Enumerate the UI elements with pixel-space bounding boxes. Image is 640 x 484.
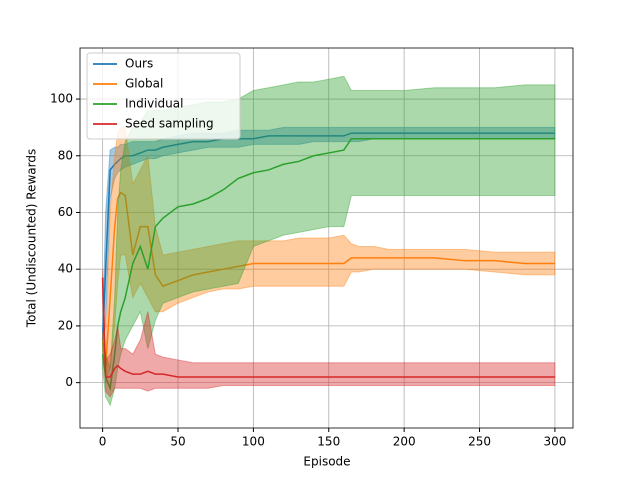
plot-frame: [79, 47, 574, 429]
legend-label: Individual: [125, 97, 183, 111]
y-tick-label: 100: [50, 92, 73, 106]
plot-area: [101, 75, 556, 407]
x-tick-label: 300: [543, 435, 566, 449]
y-tick-label: 80: [58, 148, 73, 162]
series-line: [101, 191, 555, 369]
series-line: [101, 277, 555, 378]
y-axis-label: Total (Undiscounted) Rewards: [25, 149, 39, 328]
band: [102, 126, 556, 383]
y-tick-label: 60: [58, 205, 73, 219]
x-tick-label: 50: [170, 435, 185, 449]
legend-label: Ours: [125, 57, 153, 71]
legend: Ours Global Individual Seed sampling: [86, 52, 241, 140]
legend-box: [86, 52, 241, 140]
x-tick-label: 0: [99, 435, 107, 449]
x-tick-label: 250: [468, 435, 491, 449]
x-tick-label: 150: [317, 435, 340, 449]
series-line: [101, 137, 555, 392]
y-tick-label: 40: [58, 262, 73, 276]
legend-label: Seed sampling: [125, 117, 214, 131]
x-tick-label: 200: [393, 435, 416, 449]
x-tick-label: 100: [242, 435, 265, 449]
series-line: [101, 132, 555, 341]
x-axis-label: Episode: [303, 455, 350, 469]
legend-label: Global: [125, 77, 163, 91]
y-tick-label: 20: [58, 318, 73, 332]
y-tick-label: 0: [65, 375, 73, 389]
band: [102, 269, 556, 398]
